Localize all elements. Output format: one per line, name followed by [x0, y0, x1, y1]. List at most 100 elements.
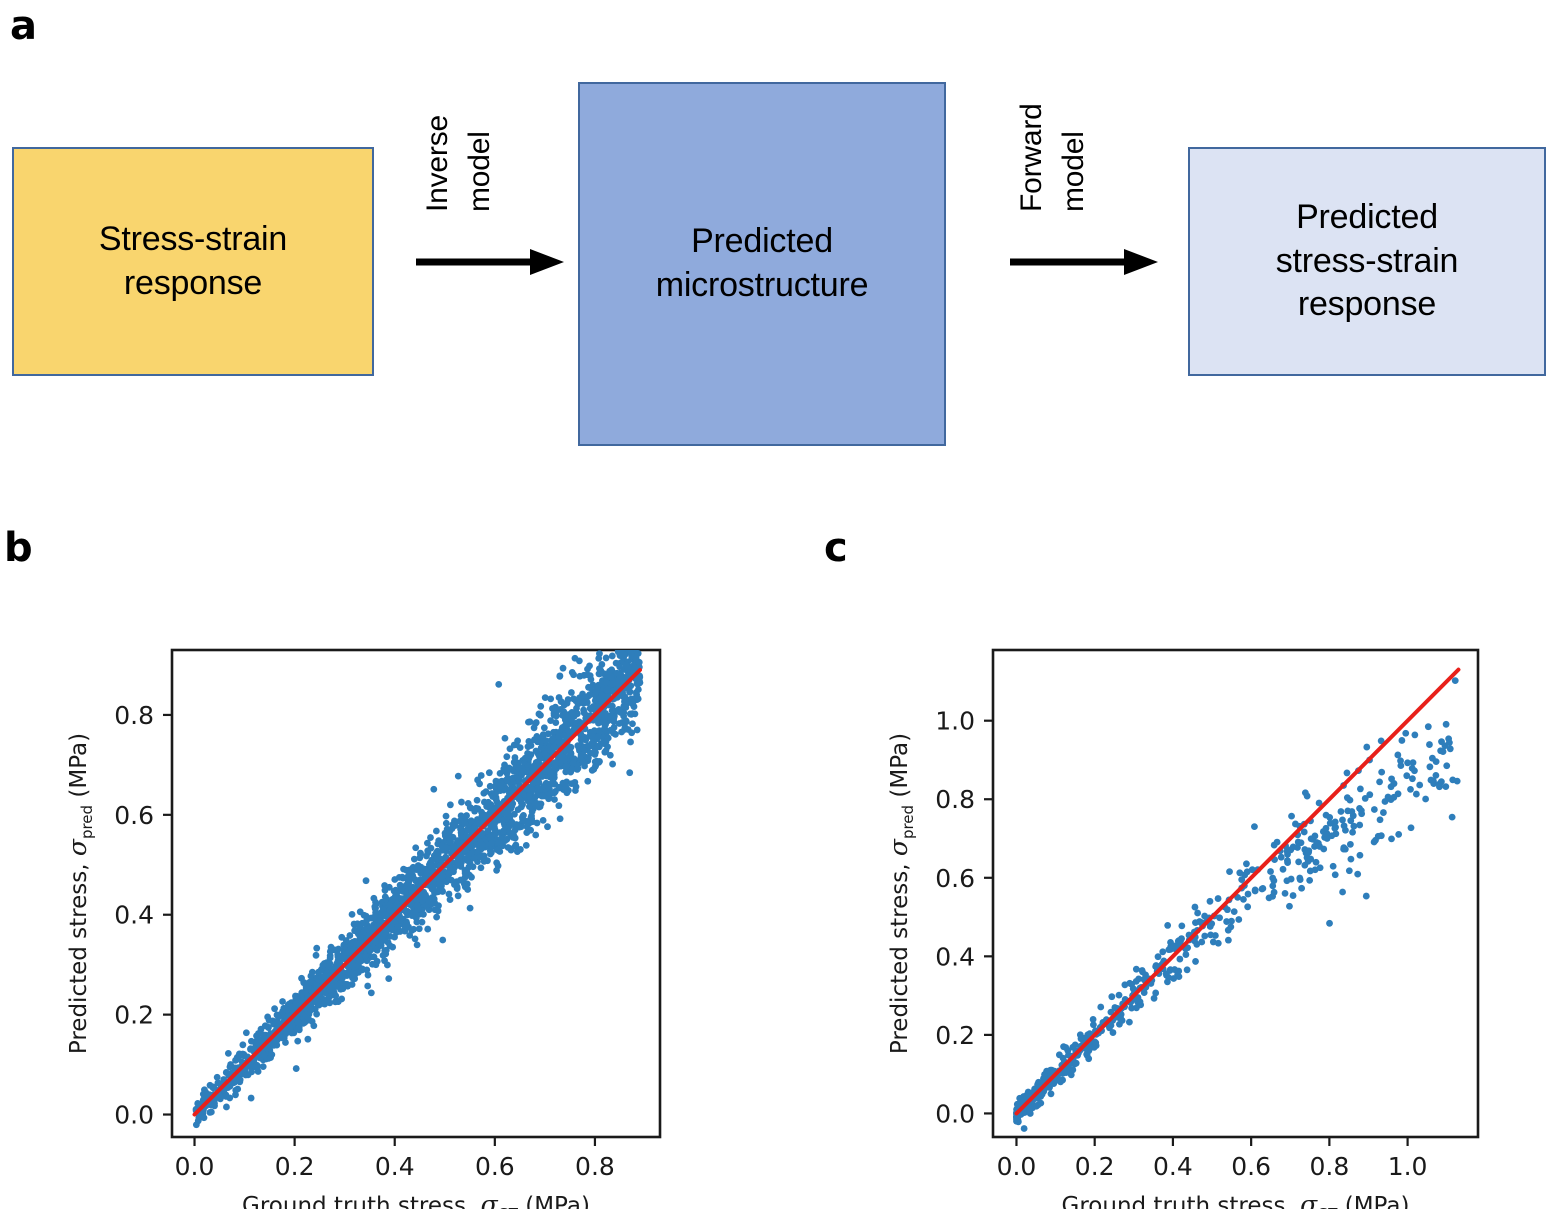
scatter-point: [584, 777, 592, 785]
scatter-point: [545, 794, 553, 801]
scatter-point: [222, 1069, 230, 1076]
scatter-point: [523, 823, 531, 831]
scatter-point: [446, 828, 453, 836]
scatter-point: [1402, 729, 1410, 737]
scatter-point: [1301, 861, 1309, 869]
scatter-point: [419, 890, 427, 898]
scatter-point: [433, 854, 441, 862]
scatter-point: [1170, 975, 1178, 982]
scatter-point: [544, 730, 552, 738]
scatter-point: [1430, 777, 1437, 785]
y-axis-tick-label: 0.4: [935, 942, 975, 971]
scatter-point: [629, 701, 637, 708]
scatter-point: [271, 1005, 278, 1013]
scatter-point: [1311, 832, 1319, 840]
scatter-point: [601, 627, 608, 634]
scatter-point: [586, 662, 593, 670]
scatter-point: [537, 702, 545, 710]
scatter-point: [1409, 759, 1417, 767]
scatter-point: [1394, 751, 1402, 759]
scatter-point: [468, 873, 475, 881]
scatter-point: [1451, 677, 1459, 685]
scatter-point: [595, 719, 602, 727]
identity-reference-line: [192, 667, 642, 1117]
scatter-point: [1388, 835, 1395, 843]
scatter-point: [516, 776, 523, 784]
scatter-point: [518, 813, 526, 821]
scatter-point: [377, 916, 384, 924]
scatter-point: [603, 686, 611, 694]
scatter-point: [365, 945, 373, 953]
scatter-point: [516, 823, 523, 831]
scatter-point: [602, 747, 610, 755]
scatter-point: [1016, 1094, 1024, 1102]
scatter-point: [1323, 835, 1331, 842]
scatter-point: [420, 865, 428, 873]
scatter-point: [526, 793, 533, 801]
scatter-point: [1270, 841, 1278, 849]
scatter-point: [442, 819, 450, 827]
scatter-point: [1378, 768, 1386, 776]
flow-box-input-line1: Stress-strain: [98, 219, 288, 258]
scatter-point: [1135, 975, 1143, 983]
scatter-point: [501, 734, 509, 742]
scatter-point: [226, 1082, 234, 1090]
scatter-point: [516, 846, 524, 853]
scatter-point: [272, 1037, 280, 1044]
scatter-point: [333, 982, 341, 990]
scatter-point: [1283, 847, 1291, 855]
scatter-point: [490, 793, 497, 800]
scatter-point: [362, 877, 370, 885]
scatter-point: [349, 961, 356, 969]
scatter-point: [319, 961, 327, 969]
scatter-point: [1223, 918, 1231, 925]
scatter-point: [445, 863, 453, 871]
scatter-point: [428, 863, 436, 871]
scatter-point: [388, 924, 396, 931]
scatter-point: [235, 1050, 243, 1058]
scatter-point: [239, 1041, 247, 1049]
scatter-point: [634, 650, 642, 657]
scatter-point: [602, 738, 610, 745]
scatter-point: [1436, 783, 1443, 791]
scatter-point: [511, 842, 519, 850]
scatter-point: [625, 617, 632, 624]
scatter-point: [454, 892, 462, 900]
scatter-point: [1265, 894, 1273, 902]
scatter-point: [480, 789, 488, 797]
scatter-point: [446, 801, 454, 809]
flow-box-middle-text: Predicted microstructure: [656, 220, 869, 307]
scatter-point: [569, 759, 577, 767]
scatter-point: [1178, 922, 1186, 930]
scatter-point: [1407, 824, 1415, 832]
scatter-point: [525, 718, 532, 726]
scatter-point: [1395, 830, 1403, 838]
scatter-point: [1107, 1008, 1115, 1016]
scatter-point: [332, 992, 340, 1000]
scatter-point: [351, 927, 359, 935]
scatter-point: [551, 796, 558, 803]
scatter-point: [535, 710, 543, 718]
scatter-point: [563, 767, 571, 775]
scatter-point: [562, 784, 570, 791]
scatter-point: [1133, 1004, 1140, 1012]
scatter-point: [353, 940, 361, 948]
scatter-point: [439, 888, 447, 895]
scatter-point: [615, 706, 623, 713]
scatter-point: [504, 844, 512, 851]
scatter-point: [627, 625, 634, 632]
scatter-point: [527, 742, 535, 749]
scatter-point: [1116, 1020, 1123, 1028]
scatter-point: [234, 1055, 242, 1063]
scatter-point: [279, 998, 286, 1005]
scatter-point: [588, 739, 596, 747]
scatter-point: [601, 725, 608, 732]
scatter-point: [1424, 723, 1432, 731]
scatter-point: [416, 854, 424, 862]
scatter-point: [391, 903, 399, 911]
scatter-point: [1013, 1100, 1021, 1108]
scatter-point: [494, 846, 502, 854]
scatter-point: [1038, 1090, 1046, 1098]
scatter-point: [486, 782, 494, 790]
scatter-point: [550, 744, 558, 751]
